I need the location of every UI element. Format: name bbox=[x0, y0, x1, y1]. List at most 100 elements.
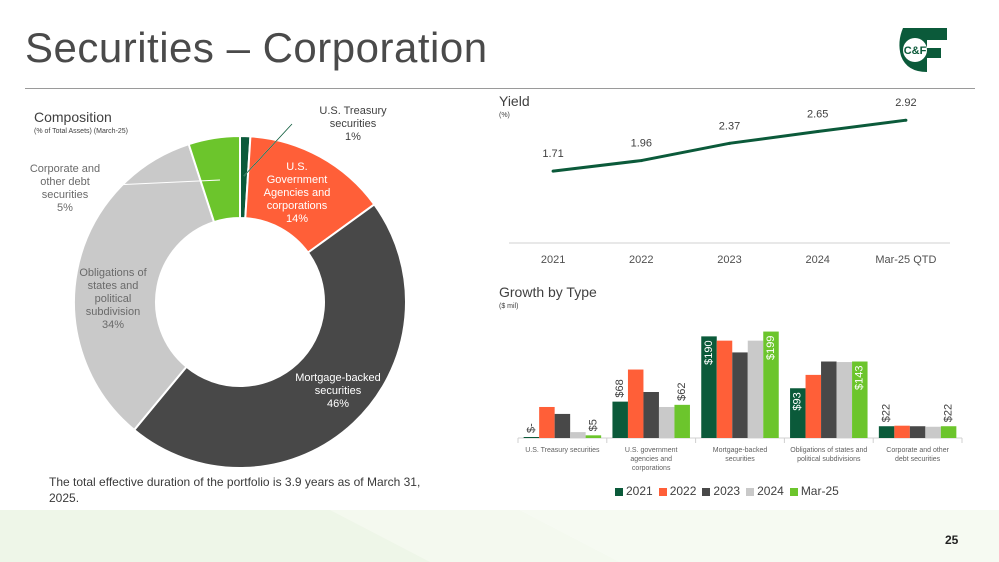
footer-shape-right bbox=[520, 510, 999, 562]
legend-item-4: Mar-25 bbox=[789, 484, 839, 498]
growth-category-label-2-0: Mortgage-backed bbox=[713, 447, 768, 454]
yield-value-label-4: 2.92 bbox=[895, 97, 916, 109]
donut-label-1-4: 14% bbox=[286, 213, 308, 225]
yield-x-tick-3: 2024 bbox=[805, 254, 829, 266]
page-title: Securities – Corporation bbox=[25, 24, 488, 71]
donut-label-4-3: 5% bbox=[57, 202, 73, 214]
bar-2-1 bbox=[716, 340, 733, 438]
growth-legend: 2021 2022 2023 2024 Mar-25 bbox=[615, 484, 839, 498]
yield-point-4 bbox=[904, 118, 908, 122]
legend-item-3: 2024 bbox=[746, 484, 784, 498]
donut-label-1-2: Agencies and bbox=[264, 187, 331, 199]
bar-1-1 bbox=[627, 369, 644, 438]
title-divider bbox=[25, 88, 975, 89]
growth-title: Growth by Type bbox=[499, 284, 597, 300]
growth-category-label-4-1: debt securities bbox=[895, 456, 941, 463]
legend-label-1: 2022 bbox=[669, 484, 697, 498]
company-logo: C&F bbox=[899, 28, 947, 72]
bar-1-0 bbox=[612, 401, 628, 438]
yield-x-tick-4: Mar-25 QTD bbox=[875, 254, 936, 266]
bar-0-4 bbox=[585, 435, 602, 438]
bar-label-2-4: $199 bbox=[765, 336, 777, 360]
growth-category-label-1-0: U.S. government bbox=[625, 447, 678, 454]
yield-point-2 bbox=[728, 141, 731, 145]
donut-slice-2 bbox=[132, 203, 407, 469]
donut-label-4-0: Corporate and bbox=[30, 163, 100, 175]
growth-category-label-1-2: corporations bbox=[632, 465, 671, 472]
bar-3-1 bbox=[805, 374, 822, 438]
legend-label-3: 2024 bbox=[757, 484, 784, 498]
legend-swatch-4 bbox=[789, 487, 798, 496]
growth-subtitle: ($ mil) bbox=[499, 303, 519, 310]
donut-label-1-0: U.S. bbox=[286, 161, 307, 173]
growth-category-label-2-1: securities bbox=[725, 456, 755, 463]
bar-0-1 bbox=[539, 406, 555, 438]
yield-x-tick-2: 2023 bbox=[717, 254, 741, 266]
yield-value-label-2: 2.37 bbox=[719, 120, 740, 132]
donut-label-2-1: securities bbox=[315, 385, 362, 397]
yield-point-1 bbox=[639, 159, 643, 163]
yield-x-tick-0: 2021 bbox=[541, 254, 565, 266]
bar-3-3 bbox=[836, 362, 853, 438]
growth-category-label-3-1: political subdivisions bbox=[797, 456, 861, 463]
legend-swatch-0 bbox=[615, 487, 623, 496]
donut-leader-line-4 bbox=[91, 179, 221, 187]
bar-2-2 bbox=[732, 352, 748, 438]
legend-item-0: 2021 bbox=[615, 484, 653, 498]
legend-swatch-2 bbox=[702, 487, 711, 496]
donut-slice-3 bbox=[73, 142, 216, 432]
legend-label-2: 2023 bbox=[713, 484, 741, 498]
donut-label-3-4: 34% bbox=[102, 319, 124, 331]
donut-label-2-2: 46% bbox=[327, 398, 349, 410]
legend-label-4: Mar-25 bbox=[800, 484, 839, 498]
yield-x-tick-1: 2022 bbox=[629, 254, 653, 266]
legend-label-0: 2021 bbox=[626, 484, 653, 498]
bar-label-3-0: $93 bbox=[792, 392, 804, 410]
bar-label-3-4: $143 bbox=[854, 366, 866, 390]
logo-text: C&F bbox=[904, 45, 927, 57]
yield-value-label-3: 2.65 bbox=[807, 109, 828, 121]
composition-title: Composition bbox=[34, 109, 112, 125]
bar-0-2 bbox=[554, 413, 571, 438]
bar-3-0 bbox=[790, 388, 806, 438]
growth-category-label-1-1: agencies and bbox=[630, 456, 672, 463]
bar-label-1-0: $68 bbox=[614, 379, 626, 397]
bar-0-0 bbox=[523, 437, 540, 438]
footer-band bbox=[0, 510, 999, 562]
donut-label-0-0: U.S. Treasury bbox=[319, 105, 387, 117]
yield-title: Yield bbox=[499, 93, 530, 109]
bar-3-4 bbox=[852, 361, 868, 438]
legend-item-2: 2023 bbox=[702, 484, 740, 498]
yield-point-3 bbox=[816, 130, 820, 134]
donut-label-0-2: 1% bbox=[345, 131, 361, 143]
bar-4-3 bbox=[925, 426, 941, 438]
donut-label-3-2: political bbox=[95, 293, 132, 305]
donut-label-3-3: subdivision bbox=[86, 306, 140, 318]
composition-subtitle: (% of Total Assets) (March-25) bbox=[34, 128, 129, 135]
donut-slice-4 bbox=[187, 134, 241, 224]
donut-label-4-2: securities bbox=[42, 189, 89, 201]
donut-label-3-1: states and bbox=[88, 280, 139, 292]
yield-point-0 bbox=[551, 169, 555, 173]
donut-label-1-1: Government bbox=[267, 174, 328, 186]
bar-label-1-4: $62 bbox=[676, 382, 688, 400]
bar-4-4 bbox=[940, 426, 957, 438]
bar-0-3 bbox=[570, 432, 586, 438]
donut-leader-line-0b bbox=[243, 123, 293, 177]
page-number: 25 bbox=[945, 533, 959, 547]
donut-label-0-1: securities bbox=[330, 118, 377, 130]
bar-2-3 bbox=[747, 340, 764, 438]
growth-category-label-4-0: Corporate and other bbox=[886, 447, 949, 454]
growth-category-label-3-0: Obligations of states and bbox=[790, 447, 867, 454]
yield-value-label-0: 1.71 bbox=[542, 148, 563, 160]
donut-label-1-3: corporations bbox=[267, 200, 328, 212]
bar-label-2-0: $190 bbox=[703, 340, 715, 364]
donut-label-4-1: other debt bbox=[40, 176, 90, 188]
bar-2-0 bbox=[701, 336, 717, 438]
duration-note: The total effective duration of the port… bbox=[49, 475, 421, 505]
bar-3-2 bbox=[821, 361, 837, 438]
bar-label-0-0: $- bbox=[525, 423, 537, 433]
